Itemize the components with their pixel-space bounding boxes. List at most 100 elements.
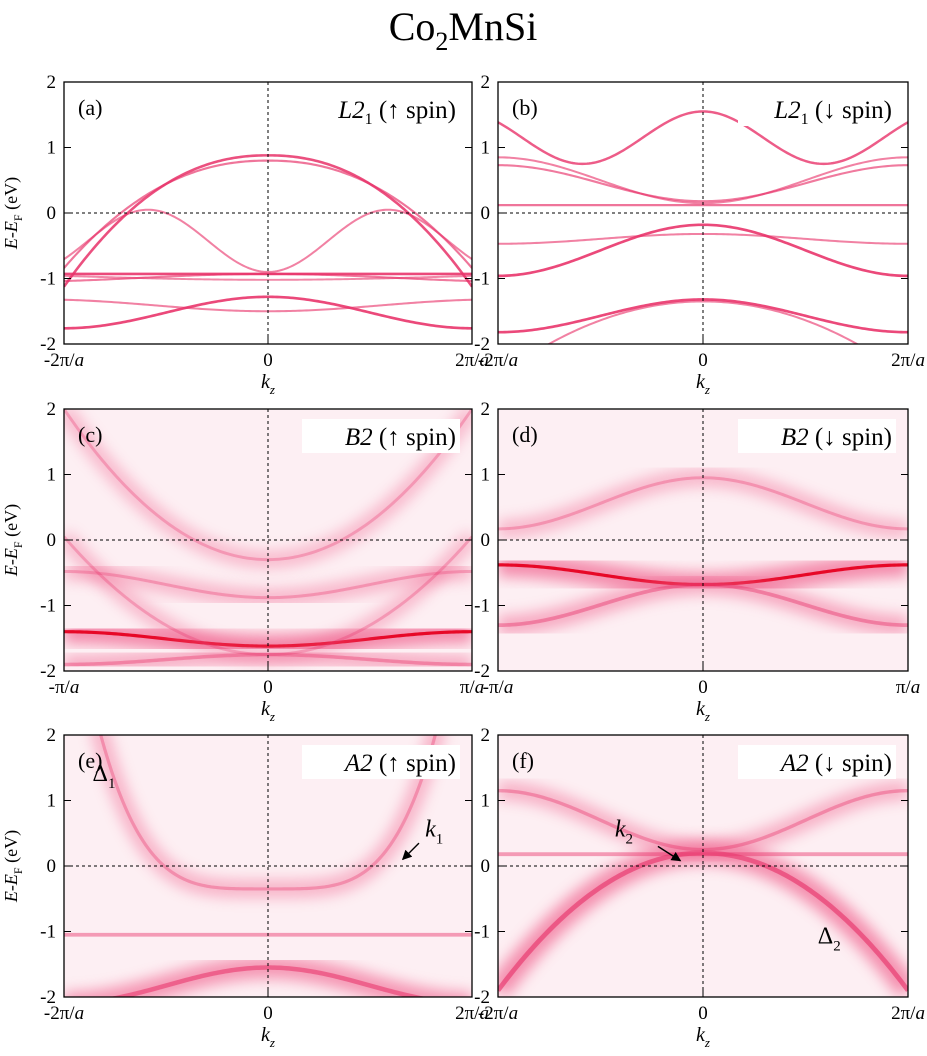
x-axis-label: kz — [696, 698, 710, 724]
x-tick-label: 0 — [698, 677, 708, 698]
y-tick-label: 1 — [47, 465, 57, 486]
y-tick-label: 2 — [481, 725, 491, 746]
x-axis-label: kz — [261, 698, 275, 724]
y-tick-label: 1 — [47, 138, 57, 159]
y-tick-label: -1 — [474, 922, 490, 943]
y-tick-label: 0 — [47, 203, 57, 224]
band-core-3 — [109, 965, 427, 997]
panel-title: B2 (↓ spin) — [781, 424, 892, 451]
band-line-8 — [546, 300, 860, 344]
panel-label: (c) — [78, 422, 102, 447]
y-tick-label: 2 — [47, 399, 57, 420]
x-tick-label: 2π/a — [891, 1003, 925, 1024]
y-tick-label: -1 — [40, 922, 56, 943]
panel-d: 2 1 0 -1 -2-π/a 0 π/a kz (d) B2 (↓ spin) — [474, 399, 920, 724]
x-tick-label: 0 — [698, 1003, 708, 1024]
x-tick-label: -π/a — [49, 677, 80, 698]
y-tick-label: 1 — [481, 465, 491, 486]
annotation-2: Δ2 — [818, 923, 841, 954]
y-tick-label: -2 — [40, 334, 56, 355]
y-tick-label: -2 — [474, 334, 490, 355]
title-background — [302, 92, 460, 126]
x-tick-label: 2π/a — [891, 350, 925, 371]
x-tick-label: 0 — [263, 1003, 273, 1024]
x-tick-label: -2π/a — [44, 350, 84, 371]
x-tick-label: 0 — [698, 350, 708, 371]
plot-area-b — [498, 110, 908, 344]
x-tick-label: -2π/a — [44, 1003, 84, 1024]
band-line-1 — [64, 295, 472, 330]
x-tick-label: -π/a — [483, 677, 514, 698]
y-tick-label: 0 — [47, 856, 57, 877]
panel-title: A2 (↓ spin) — [779, 750, 892, 777]
panel-title: L21 (↑ spin) — [337, 97, 456, 128]
y-tick-label: 1 — [481, 791, 491, 812]
y-tick-label: -1 — [40, 596, 56, 617]
y-tick-label: -1 — [474, 269, 490, 290]
panel-b: 2 1 0 -1 -2-2π/a 0 2π/a kz (b) L21 (↓ spin) — [474, 72, 925, 397]
y-tick-label: -2 — [40, 987, 56, 1008]
y-axis-label: E-EF (eV) — [1, 504, 25, 577]
x-tick-label: 2π/a — [455, 1003, 489, 1024]
panel-c: 2 1 0 -1 -2-π/a 0 π/a kz E-EF (eV) (c) B2 (↑ spin) — [1, 399, 484, 724]
y-tick-label: -1 — [40, 269, 56, 290]
x-axis-label: kz — [261, 1024, 275, 1050]
y-tick-label: 2 — [481, 72, 491, 93]
panel-title: L21 (↓ spin) — [773, 97, 892, 128]
band-glow-1 — [91, 735, 445, 898]
panel-label: (d) — [512, 422, 538, 447]
title-background — [738, 745, 896, 779]
band-glow-5 — [64, 531, 472, 664]
band-line-3 — [498, 110, 908, 166]
y-tick-label: 2 — [47, 72, 57, 93]
y-tick-label: 2 — [481, 399, 491, 420]
title-background — [302, 745, 460, 779]
figure-title: Co2MnSi — [389, 4, 538, 56]
x-tick-label: π/a — [460, 677, 484, 698]
title-background — [738, 419, 896, 453]
x-tick-label: π/a — [896, 677, 920, 698]
panel-label: (e) — [78, 748, 102, 773]
annotation-k2: k2 — [615, 817, 633, 848]
panel-label: (b) — [512, 95, 538, 120]
x-tick-label: 0 — [263, 350, 273, 371]
y-tick-label: 0 — [481, 203, 491, 224]
y-tick-label: -2 — [40, 661, 56, 682]
y-tick-label: 2 — [47, 725, 57, 746]
y-tick-label: 1 — [481, 138, 491, 159]
panel-title: A2 (↑ spin) — [343, 750, 456, 777]
annotation-arrow — [657, 845, 682, 862]
y-tick-label: -2 — [474, 661, 490, 682]
panel-f: 2 1 0 -1 -2-2π/a 0 2π/a kz (f) A2 (↓ spin) k2 Δ2 — [474, 725, 925, 1050]
y-axis-label: E-EF (eV) — [1, 177, 25, 250]
band-line-1 — [498, 223, 908, 278]
y-tick-label: -1 — [474, 596, 490, 617]
x-axis-label: kz — [696, 1024, 710, 1050]
x-axis-label: kz — [261, 371, 275, 397]
y-tick-label: 0 — [481, 530, 491, 551]
panel-label: (a) — [78, 95, 102, 120]
band-line-6 — [64, 208, 472, 273]
band-core-5 — [64, 535, 472, 657]
panel-label: (f) — [512, 748, 534, 773]
x-axis-label: kz — [696, 371, 710, 397]
plot-area-a — [64, 154, 472, 330]
x-tick-label: 2π/a — [455, 350, 489, 371]
band-line-4 — [64, 274, 472, 281]
title-background — [738, 92, 896, 126]
title-background — [302, 419, 460, 453]
x-tick-label: -2π/a — [478, 350, 518, 371]
panel-title: B2 (↑ spin) — [345, 424, 456, 451]
y-tick-label: -2 — [474, 987, 490, 1008]
x-tick-label: -2π/a — [478, 1003, 518, 1024]
band-core-1 — [99, 735, 437, 891]
annotation-1: Δ1 — [93, 761, 116, 792]
y-axis-label: E-EF (eV) — [1, 830, 25, 903]
y-tick-label: 0 — [47, 530, 57, 551]
annotation-k1: k1 — [425, 817, 443, 848]
annotation-arrow — [401, 842, 420, 861]
